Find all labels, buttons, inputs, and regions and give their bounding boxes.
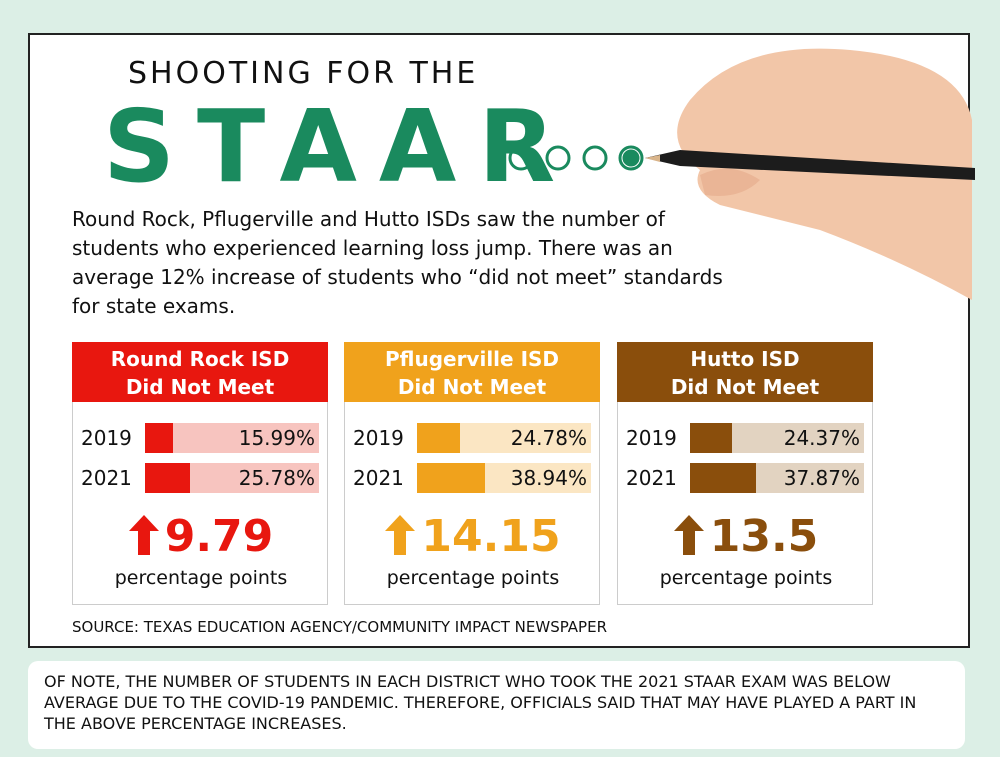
panel-title: Hutto ISD [690,347,800,371]
up-arrow [673,515,704,555]
panel-title: Round Rock ISD [110,347,290,371]
value-label: 24.37% [783,426,860,450]
change-unit: percentage points [386,567,560,589]
year-label: 2019 [353,426,404,450]
change-unit: percentage points [114,567,288,589]
panel-title: Pflugerville ISD [384,347,560,371]
panel-subtitle: Did Not Meet [397,375,547,399]
bar [145,463,190,493]
bar [417,463,485,493]
panel-subtitle: Did Not Meet [125,375,275,399]
year-label: 2019 [626,426,677,450]
bar [690,423,733,453]
district-panel: Pflugerville ISD Did Not Meet 2019 24.78% 20… [344,342,600,605]
change-row: 14.15 [345,511,601,562]
value-label: 38.94% [510,466,587,490]
value-label: 24.78% [510,426,587,450]
panel-subtitle: Did Not Meet [670,375,820,399]
bar [417,423,461,453]
title: STAAR [103,88,578,205]
up-arrow [385,515,416,555]
year-label: 2021 [626,466,677,490]
change-unit: percentage points [659,567,833,589]
source: SOURCE: TEXAS EDUCATION AGENCY/COMMUNITY… [72,618,608,636]
bar-track: 24.37% [690,423,864,453]
panel-header: Round Rock ISD Did Not Meet [72,342,328,402]
change-value: 14.15 [421,511,561,562]
bar-track: 25.78% [145,463,319,493]
note: OF NOTE, THE NUMBER OF STUDENTS IN EACH … [28,661,965,749]
bar-track: 38.94% [417,463,591,493]
panel-header: Pflugerville ISD Did Not Meet [344,342,600,402]
description: Round Rock, Pflugerville and Hutto ISDs … [72,207,723,318]
change-value: 9.79 [164,511,274,562]
bar-track: 37.87% [690,463,864,493]
bar [145,423,173,453]
year-label: 2019 [81,426,132,450]
bar [690,463,756,493]
up-arrow [128,515,159,555]
change-row: 9.79 [73,511,329,562]
district-panel: Hutto ISD Did Not Meet 2019 24.37% 2021 37.87… [617,342,873,605]
value-label: 15.99% [238,426,315,450]
district-panel: Round Rock ISD Did Not Meet 2019 15.99% 2021… [72,342,328,605]
change-value: 13.5 [709,511,819,562]
bar-track: 15.99% [145,423,319,453]
bar-track: 24.78% [417,423,591,453]
value-label: 37.87% [783,466,860,490]
kicker: SHOOTING FOR THE [128,56,479,91]
change-row: 13.5 [618,511,874,562]
year-label: 2021 [81,466,132,490]
year-label: 2021 [353,466,404,490]
value-label: 25.78% [238,466,315,490]
panel-header: Hutto ISD Did Not Meet [617,342,873,402]
